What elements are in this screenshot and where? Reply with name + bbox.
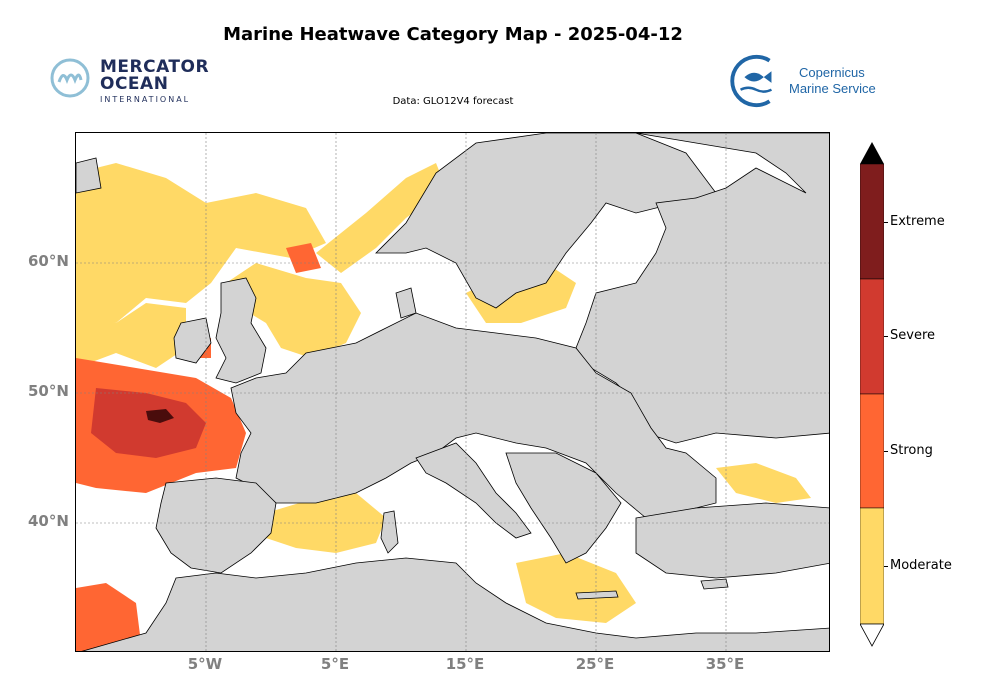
land-balkans-greece	[505, 452, 622, 564]
land-iberia	[155, 477, 277, 574]
land-denmark	[395, 287, 417, 319]
heatwave-area-atlantic-west	[76, 303, 186, 368]
heatwave-area-atlantic-north	[76, 163, 326, 323]
mercator-wave-icon	[50, 58, 90, 98]
lat-label-60n: 60°N	[28, 252, 69, 270]
land-crete	[575, 590, 619, 600]
heatwave-map	[75, 132, 830, 652]
heatwave-area-med-east	[516, 553, 636, 623]
colorbar-tick-moderate	[884, 566, 888, 567]
category-colorbar	[859, 142, 885, 648]
gridlines	[76, 133, 829, 651]
legend-label-strong: Strong	[890, 443, 933, 458]
lat-label-40n: 40°N	[28, 512, 69, 530]
land-scandinavia	[375, 133, 717, 309]
colorbar-extend-top	[860, 142, 884, 164]
copernicus-marine-logo: Copernicus Marine Service	[727, 50, 897, 112]
data-source-label: Data: GLO12V4 forecast	[392, 96, 514, 107]
land-corsica-sardinia	[380, 510, 399, 554]
heatwave-area-black-sea	[716, 463, 811, 503]
colorbar-tick-extreme	[884, 222, 888, 223]
mercator-logo-text-3: INTERNATIONAL	[100, 95, 191, 104]
legend-label-extreme: Extreme	[890, 214, 945, 229]
colorbar-extend-bottom	[859, 623, 885, 647]
colorbar-severe	[859, 278, 885, 395]
land-great-britain	[215, 277, 267, 384]
map-title: Marine Heatwave Category Map - 2025-04-1…	[223, 24, 683, 45]
lat-label-50n: 50°N	[28, 382, 69, 400]
mercator-ocean-logo: MERCATOR OCEAN INTERNATIONAL	[50, 56, 210, 108]
mercator-logo-text-2: OCEAN	[100, 74, 169, 94]
land-north-africa	[81, 557, 829, 651]
land-central-europe	[230, 312, 717, 519]
heatwave-area-extreme-spot	[146, 409, 174, 423]
colorbar-tick-severe	[884, 336, 888, 337]
land-iceland-edge	[76, 157, 102, 194]
lon-label-25e: 25°E	[575, 655, 615, 673]
colorbar-tick-strong	[884, 451, 888, 452]
lon-label-15e: 15°E	[445, 655, 485, 673]
heatwave-area-north-strong	[286, 243, 321, 273]
copernicus-fish-icon	[730, 54, 773, 107]
copernicus-logo-text-1: Copernicus	[799, 65, 865, 80]
heatwave-area-north-sea	[226, 263, 361, 358]
lon-label-35e: 35°E	[705, 655, 745, 673]
land-turkey	[635, 502, 829, 579]
colorbar-moderate	[859, 507, 885, 625]
land-finland-russia	[575, 133, 829, 444]
heatwave-area-canary	[76, 583, 141, 651]
lon-label-5e: 5°E	[320, 655, 350, 673]
heatwave-area-norway-coast	[316, 163, 446, 273]
land-italy	[415, 442, 532, 539]
mercator-logo-text-1: MERCATOR	[100, 57, 210, 77]
lon-label-5w: 5°W	[187, 655, 223, 673]
colorbar-extreme	[859, 163, 885, 280]
legend-label-moderate: Moderate	[890, 558, 952, 573]
heatwave-area-bay-of-biscay-core	[91, 388, 206, 458]
colorbar-strong	[859, 393, 885, 509]
copernicus-logo-text-2: Marine Service	[789, 81, 876, 96]
legend-label-severe: Severe	[890, 328, 935, 343]
land-cyprus	[700, 578, 729, 590]
map-canvas	[76, 133, 829, 651]
